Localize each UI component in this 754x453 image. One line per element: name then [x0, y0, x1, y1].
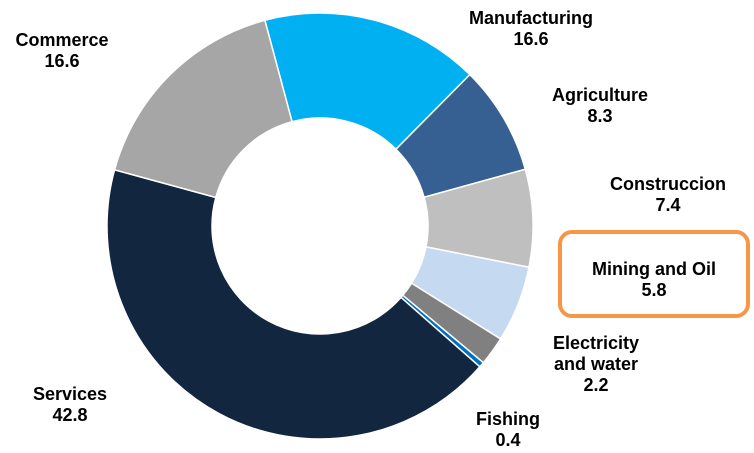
- label-agriculture: Agriculture 8.3: [552, 85, 648, 127]
- label-mining-and-oil-name: Mining and Oil: [592, 259, 716, 279]
- label-construccion-value: 7.4: [655, 195, 681, 215]
- label-agriculture-value: 8.3: [587, 106, 613, 126]
- label-electricity-and-water-value: 2.2: [583, 375, 609, 395]
- label-construccion: Construccion 7.4: [610, 174, 726, 216]
- label-mining-and-oil: Mining and Oil 5.8: [592, 259, 716, 301]
- label-commerce-value: 16.6: [44, 51, 80, 71]
- mining-and-oil-highlight-box: [558, 230, 750, 318]
- label-commerce: Commerce 16.6: [15, 30, 108, 72]
- slice-services: [106, 168, 481, 440]
- label-services-value: 42.8: [52, 405, 88, 425]
- label-electricity-line1: Electricity: [552, 333, 640, 353]
- label-manufacturing-name: Manufacturing: [469, 8, 593, 28]
- label-construccion-name: Construccion: [609, 174, 727, 194]
- label-agriculture-name: Agriculture: [551, 85, 649, 105]
- label-fishing-value: 0.4: [495, 430, 521, 450]
- slice-manufacturing: [263, 12, 471, 151]
- label-services: Services 42.8: [33, 384, 107, 426]
- label-electricity-line2: and water: [553, 354, 639, 374]
- label-fishing-name: Fishing: [476, 409, 540, 429]
- label-manufacturing-value: 16.6: [513, 29, 549, 49]
- label-manufacturing: Manufacturing 16.6: [469, 8, 593, 50]
- label-electricity-and-water: Electricity and water 2.2: [553, 333, 639, 396]
- label-commerce-name: Commerce: [15, 30, 109, 50]
- label-services-name: Services: [32, 384, 108, 404]
- slice-commerce: [113, 19, 293, 199]
- label-fishing: Fishing 0.4: [476, 409, 540, 451]
- label-mining-and-oil-value: 5.8: [641, 280, 667, 300]
